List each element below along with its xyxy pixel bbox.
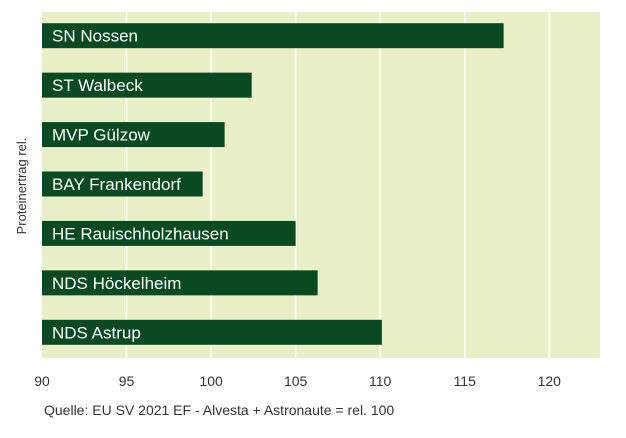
bar xyxy=(42,171,203,197)
x-axis-ticks: 90 95 100 105 110 115 120 xyxy=(34,373,561,389)
bars: SN Nossen ST Walbeck MVP Gülzow BAY Franken… xyxy=(42,23,504,345)
x-tick-label: 95 xyxy=(119,373,135,389)
bar xyxy=(42,319,382,345)
x-tick-label: 105 xyxy=(284,373,308,389)
bar-label: SN Nossen xyxy=(52,27,138,46)
x-tick-label: 120 xyxy=(538,373,562,389)
bar xyxy=(42,270,318,296)
bar-label: NDS Höckelheim xyxy=(52,274,181,293)
x-tick-label: 90 xyxy=(34,373,50,389)
x-tick-label: 100 xyxy=(199,373,223,389)
bar xyxy=(42,122,225,148)
y-axis-label: Proteinertrag rel. xyxy=(14,138,29,235)
bar-label: ST Walbeck xyxy=(52,76,143,95)
bar-label: HE Rauischholzhausen xyxy=(52,224,229,243)
bar xyxy=(42,72,252,98)
source-note: Quelle: EU SV 2021 EF - Alvesta + Astron… xyxy=(44,402,395,418)
x-tick-label: 115 xyxy=(454,373,477,389)
bar-label: BAY Frankendorf xyxy=(52,175,181,194)
grid xyxy=(125,12,551,358)
bar xyxy=(42,23,504,49)
bar-label: NDS Astrup xyxy=(52,323,141,342)
bar-label: MVP Gülzow xyxy=(52,126,151,145)
bar xyxy=(42,220,296,246)
x-tick-label: 110 xyxy=(369,373,392,389)
